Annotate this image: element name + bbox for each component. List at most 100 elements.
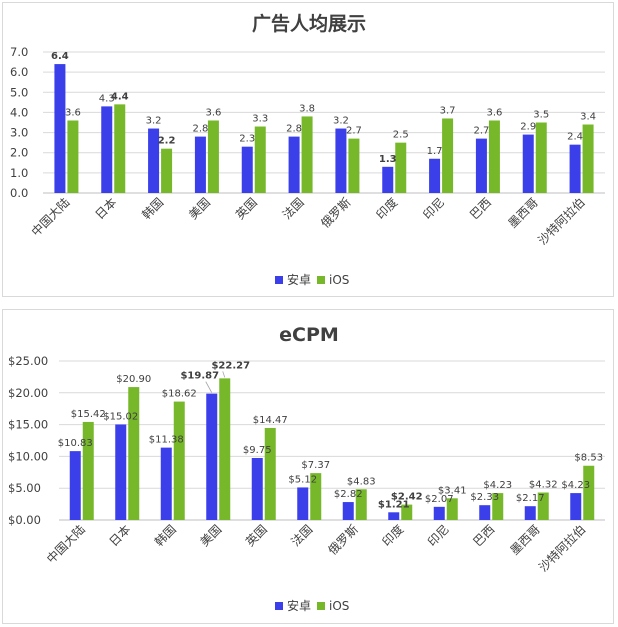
ios-bar bbox=[264, 427, 276, 520]
data-label: $18.62 bbox=[162, 389, 197, 400]
data-label: 2.7 bbox=[473, 126, 489, 137]
legend-swatch-ios bbox=[317, 276, 325, 284]
category-label: 中国大陆 bbox=[43, 522, 88, 567]
data-label: 2.5 bbox=[393, 130, 409, 141]
y-tick-label: 2.0 bbox=[10, 146, 28, 160]
category-label: 俄罗斯 bbox=[318, 195, 353, 230]
android-bar bbox=[251, 457, 263, 520]
data-label: 3.7 bbox=[440, 105, 456, 116]
category-label: 美国 bbox=[186, 195, 213, 222]
ios-bar bbox=[401, 504, 413, 520]
data-label: $8.53 bbox=[574, 453, 603, 464]
category-label: 印尼 bbox=[425, 522, 452, 549]
data-label: $2.42 bbox=[391, 492, 423, 503]
android-bar bbox=[288, 136, 300, 193]
android-bar bbox=[101, 106, 113, 193]
y-tick-label: $20.00 bbox=[8, 386, 48, 400]
data-label: $15.42 bbox=[71, 409, 106, 420]
ios-bar bbox=[128, 387, 140, 520]
data-label: 1.7 bbox=[427, 146, 443, 157]
ios-bar bbox=[161, 148, 173, 193]
ios-bar bbox=[310, 473, 322, 520]
legend-label-android: 安卓 bbox=[287, 598, 311, 613]
ios-bar bbox=[535, 122, 547, 193]
android-bar bbox=[335, 128, 347, 193]
chart-panel-ecpm: eCPM $0.00 $5.00 $10.00 $15.00 $20.00 $25.00 $1… bbox=[2, 309, 614, 624]
ios-bar bbox=[207, 120, 219, 193]
y-tick-label: 1.0 bbox=[10, 166, 28, 180]
android-bar bbox=[429, 158, 441, 193]
data-label: $9.75 bbox=[243, 445, 272, 456]
ios-bar bbox=[219, 378, 231, 520]
android-bar bbox=[475, 138, 487, 193]
data-label: 2.8 bbox=[286, 124, 302, 135]
data-label: 2.2 bbox=[158, 136, 176, 147]
android-bar bbox=[522, 134, 534, 193]
y-tick-label: $10.00 bbox=[8, 449, 48, 463]
android-bar bbox=[388, 512, 400, 520]
ios-bar bbox=[488, 120, 500, 193]
category-label: 韩国 bbox=[151, 522, 179, 550]
y-tick-label: $5.00 bbox=[8, 481, 41, 495]
y-tick-label: 5.0 bbox=[10, 85, 28, 99]
category-label: 法国 bbox=[280, 195, 307, 222]
data-label: $4.23 bbox=[483, 480, 512, 491]
android-bar bbox=[569, 144, 581, 193]
data-label: 3.3 bbox=[252, 114, 268, 125]
ecpm-chart: eCPM $0.00 $5.00 $10.00 $15.00 $20.00 $25.00 $1… bbox=[8, 324, 605, 613]
ios-bar bbox=[442, 118, 454, 193]
android-bar bbox=[433, 506, 445, 520]
category-label: 印尼 bbox=[420, 195, 447, 222]
data-label: $22.27 bbox=[211, 360, 250, 371]
legend-swatch-android bbox=[275, 276, 283, 284]
data-label: 2.7 bbox=[346, 126, 362, 137]
legend-label-ios: iOS bbox=[329, 599, 349, 613]
android-bar bbox=[570, 493, 582, 520]
category-label: 印度 bbox=[379, 522, 407, 550]
y-tick-label: 4.0 bbox=[10, 105, 28, 119]
android-bar bbox=[115, 424, 127, 520]
ios-bar bbox=[348, 138, 360, 193]
y-tick-label: $0.00 bbox=[8, 513, 41, 527]
y-tick-label: 3.0 bbox=[10, 126, 28, 140]
ios-bar bbox=[67, 120, 79, 193]
ios-bar bbox=[582, 124, 594, 193]
data-label: 2.3 bbox=[239, 134, 255, 145]
data-label: $2.17 bbox=[516, 493, 545, 504]
data-label: $4.32 bbox=[529, 480, 558, 491]
ios-bar bbox=[254, 126, 266, 193]
android-bar bbox=[241, 146, 253, 193]
legend-label-android: 安卓 bbox=[287, 272, 311, 287]
ios-bar bbox=[446, 498, 458, 520]
category-label: 墨西哥 bbox=[508, 522, 543, 557]
leader-line bbox=[222, 371, 226, 378]
data-label: $1.21 bbox=[378, 499, 410, 510]
category-label: 印度 bbox=[373, 195, 401, 223]
category-label: 英国 bbox=[243, 522, 270, 549]
category-label: 日本 bbox=[92, 195, 119, 222]
data-label: $11.38 bbox=[149, 435, 184, 446]
data-label: 2.8 bbox=[192, 124, 208, 135]
data-label: $2.82 bbox=[334, 489, 363, 500]
data-label: 3.4 bbox=[580, 112, 596, 123]
data-label: 2.4 bbox=[567, 132, 583, 143]
category-label: 韩国 bbox=[139, 195, 167, 223]
ios-bar bbox=[114, 104, 126, 193]
data-label: 3.2 bbox=[333, 116, 349, 127]
chart-title: eCPM bbox=[279, 324, 339, 346]
ios-bar bbox=[395, 142, 407, 193]
y-tick-label: $25.00 bbox=[8, 354, 48, 368]
android-bar bbox=[148, 128, 160, 193]
data-label: $3.41 bbox=[438, 485, 467, 496]
category-label: 法国 bbox=[288, 522, 315, 549]
y-tick-label: 7.0 bbox=[10, 45, 28, 59]
android-bar bbox=[206, 393, 218, 520]
ios-bar bbox=[492, 493, 504, 520]
data-label: 4.3 bbox=[99, 93, 115, 104]
leader-line bbox=[205, 381, 213, 393]
y-tick-label: $15.00 bbox=[8, 418, 48, 432]
data-label: $19.87 bbox=[180, 371, 219, 382]
ios-bar bbox=[537, 492, 549, 520]
data-label: $7.37 bbox=[301, 460, 330, 471]
data-label: $2.33 bbox=[470, 492, 499, 503]
